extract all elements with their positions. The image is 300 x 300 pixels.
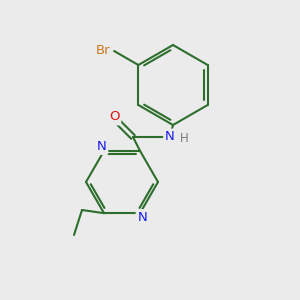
Text: Br: Br — [95, 44, 110, 56]
Text: O: O — [109, 110, 119, 124]
Text: N: N — [97, 140, 106, 153]
Text: N: N — [138, 211, 147, 224]
Text: H: H — [180, 133, 188, 146]
Text: N: N — [165, 130, 175, 143]
